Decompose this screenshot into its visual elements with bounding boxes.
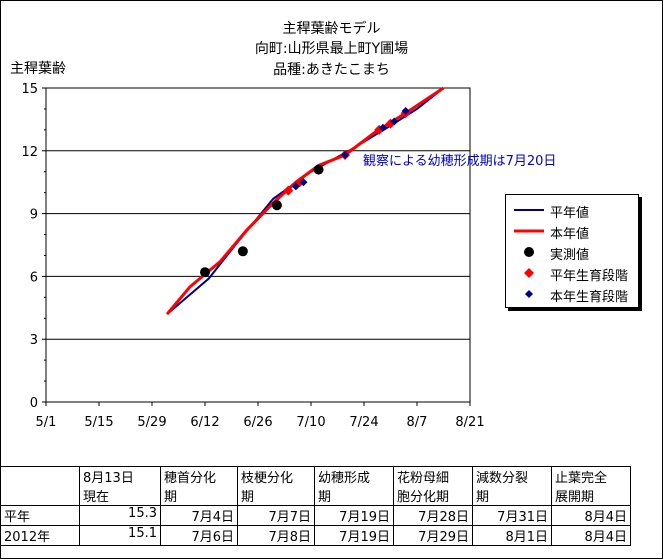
observed-point [200,267,210,278]
table-cell: 7月19日 [314,505,394,526]
series-line-normal [166,87,445,315]
legend-label: 平年生育段階 [550,269,629,284]
legend-label: 本年値 [550,227,590,242]
this-year-stage-point [291,182,300,191]
table-cell: 8月1日 [472,525,552,546]
chart-legend: 平年値本年値実測値平年生育段階 本年生育段階 [505,194,639,308]
x-tick-label: 8/7 [407,415,428,430]
table-cell: 7月8日 [237,525,315,546]
x-tick-label: 6/12 [190,415,219,430]
legend-symbol [525,290,533,298]
table-cell: 7月28日 [393,505,473,526]
y-tick-label: 6 [30,270,38,285]
legend-symbol [514,209,544,211]
x-tick-label: 8/21 [455,415,484,430]
observed-point [271,200,282,211]
table-cell: 15.1 [79,525,161,546]
normal-stage-point [283,185,294,196]
table-row: 平年 15.3 7月4日 7月7日 7月19日 7月28日 7月31日 8月4日 [0,505,631,526]
x-tick-label: 5/29 [137,415,166,430]
table-header-cell: 止葉完全 展開期 [551,466,631,506]
legend-item: 本年値 [512,221,638,242]
legend-label: 実測値 [550,248,590,263]
y-tick-label: 12 [21,145,38,160]
y-tick-label: 9 [30,208,38,223]
table-cell: 7月31日 [472,505,552,526]
table-row: 2012年 15.1 7月6日 7月8日 7月19日 7月29日 8月1日 8月4日 [0,525,631,546]
chart-variety: 品種:あきたこまち [273,62,390,78]
stage-table: 8月13日 現在 穂首分化期枝梗分化期幼穂形成期花粉母細 胞分化期 減数分裂期止葉完全展… [0,466,631,546]
legend-label: 平年値 [550,206,590,221]
table-cell: 7月7日 [237,505,315,526]
x-tick-label: 7/10 [296,415,325,430]
table-cell: 8月4日 [551,525,631,546]
table-cell: 8月4日 [551,505,631,526]
table-header-cell: 穂首分化期 [160,466,238,506]
legend-item: 平年値 [512,200,638,221]
x-tick-label: 7/24 [349,415,378,430]
chart-plot: 0 3 6 9 12 15 5/1 5/15 5/29 6/12 6/26 7/10 7/24 8/7 8/… [21,82,484,430]
legend-item: 実測値 [512,242,638,263]
legend-symbol [524,247,534,257]
table-header-cell: 8月13日 現在 [79,466,161,506]
table-cell: 平年 [0,505,80,526]
legend-item: 本年生育段階 [512,284,638,305]
table-cell: 7月29日 [393,525,473,546]
y-tick-label: 3 [30,333,38,348]
chart-annotation: 観察による幼穂形成期は7月20日 [363,154,557,169]
y-tick-label: 15 [21,82,38,97]
legend-label: 本年生育段階 [550,290,629,305]
table-header-cell [0,466,80,506]
x-tick-label: 6/26 [243,415,272,430]
table-header-cell: 枝梗分化期 [237,466,315,506]
table-cell: 7月6日 [160,525,238,546]
table-cell: 7月4日 [160,505,238,526]
legend-item: 平年生育段階 [512,263,638,284]
this-year-stage-point [378,123,387,132]
this-year-stage-point [401,107,410,116]
legend-symbol [524,268,534,278]
observed-point [237,246,248,257]
x-tick-label: 5/1 [36,415,57,430]
table-header-cell: 減数分裂期 [472,466,552,506]
x-tick-label: 5/15 [84,415,113,430]
this-year-stage-point [341,150,350,159]
table-header-cell: 幼穂形成期 [314,466,394,506]
legend-symbol [514,229,544,233]
y-tick-label: 0 [30,396,38,411]
chart-location: 向町:山形県最上町Y圃場 [254,41,409,57]
table-header-row: 8月13日 現在 穂首分化期枝梗分化期幼穂形成期花粉母細 胞分化期 減数分裂期止葉完全展… [0,466,631,506]
chart-title: 主稈葉齢モデル [282,21,381,37]
observed-point [313,164,324,175]
series-line-this-year [165,86,445,316]
table-cell: 15.3 [79,505,161,526]
table-cell: 7月19日 [314,525,394,546]
this-year-stage-point [299,178,308,187]
y-axis-label: 主稈葉齢 [10,61,66,77]
this-year-stage-point [390,117,399,126]
plot-area [45,87,471,403]
table-header-cell: 花粉母細 胞分化期 [393,466,473,506]
table-cell: 2012年 [0,525,80,546]
